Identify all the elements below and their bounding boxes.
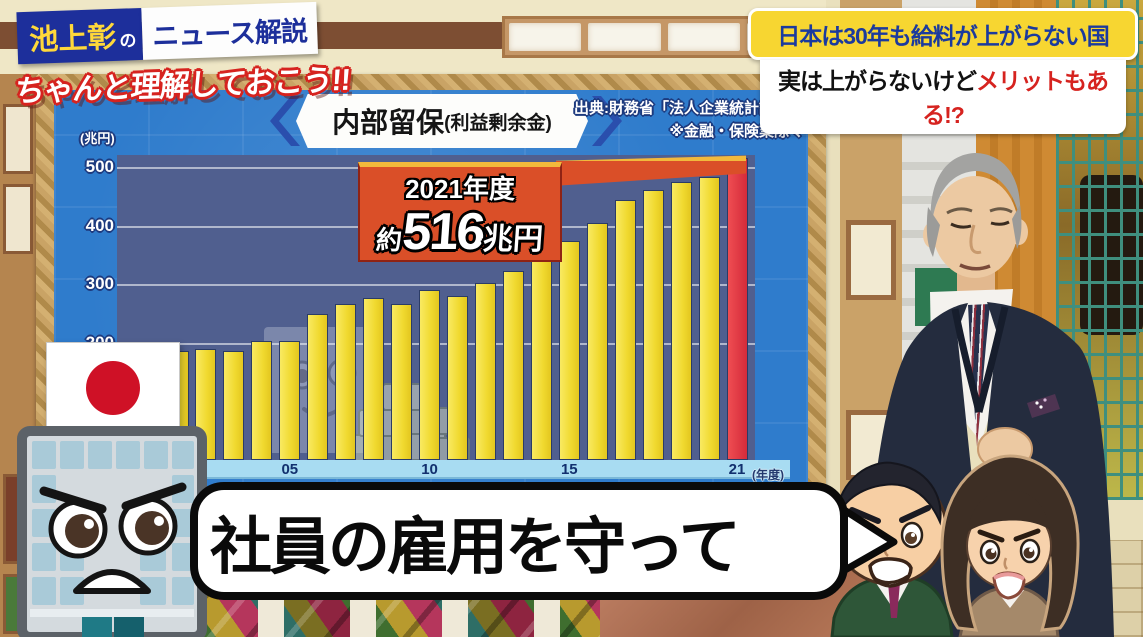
bar-2015 xyxy=(558,241,580,460)
program-banner: 池上彰 の ニュース解説 ちゃんと理解しておこう!! xyxy=(14,0,379,110)
topic-banner: 日本は30年も給料が上がらない国 実は上がらないけどメリットもある!? xyxy=(748,8,1138,134)
topic-line-2-red: メリットもある!? xyxy=(922,68,1109,128)
x-axis-band xyxy=(117,460,790,479)
callout-value: 約516兆円 xyxy=(358,202,562,262)
bar-2010 xyxy=(419,289,441,460)
y-axis-unit-label: (兆円) xyxy=(80,131,115,146)
flag-sun-circle xyxy=(86,361,140,415)
topic-line-2: 実は上がらないけどメリットもある!? xyxy=(760,60,1126,134)
bar-2011 xyxy=(447,296,468,460)
japan-flag-icon xyxy=(46,342,180,434)
mascot-face xyxy=(39,482,187,594)
callout-approx: 約 xyxy=(375,225,404,255)
x-axis-unit-label: (年度) xyxy=(752,468,784,482)
callout-unit: 兆円 xyxy=(481,223,545,256)
bar-2009 xyxy=(391,304,413,460)
wall-panel xyxy=(667,23,740,51)
speech-bubble-text: 社員の雇用を守って xyxy=(210,513,741,582)
speech-bubble: 社員の雇用を守って xyxy=(190,482,848,600)
x-tick-21: 21 xyxy=(728,461,746,478)
program-title-right: ニュース解説 xyxy=(141,1,318,60)
program-title-particle: の xyxy=(119,31,137,51)
y-tick-400: 400 xyxy=(85,215,114,235)
window-pane xyxy=(3,184,33,254)
chart-title: 内部留保 (利益剰余金) xyxy=(296,94,588,148)
program-title-left: 池上彰 の xyxy=(16,7,144,65)
x-tick-10: 10 xyxy=(421,461,438,478)
highlight-callout: 2021年度 約516兆円 xyxy=(358,162,562,262)
x-tick-15: 15 xyxy=(560,461,578,478)
angry-woman-character-icon xyxy=(940,454,1080,637)
bar-2004 xyxy=(251,340,273,460)
gridline-300 xyxy=(117,284,755,287)
topic-line-2-black: 実は上がらないけど xyxy=(778,68,977,94)
bar-2020 xyxy=(698,176,720,460)
bar-2019 xyxy=(670,181,692,460)
bar-2018 xyxy=(642,190,664,460)
callout-year: 2021年度 xyxy=(405,174,515,204)
wall-panel xyxy=(509,23,582,51)
angry-man-character-icon xyxy=(830,461,954,637)
angry-building-mascot-icon xyxy=(17,426,207,637)
bar-2016 xyxy=(586,222,608,460)
y-tick-300: 300 xyxy=(85,274,114,294)
bar-2012 xyxy=(474,283,496,460)
callout-number: 516 xyxy=(400,203,486,261)
y-tick-500: 500 xyxy=(85,157,114,177)
window-pane xyxy=(846,220,896,300)
bar-2014 xyxy=(530,255,552,460)
bar-2005 xyxy=(279,341,301,460)
bar-2006 xyxy=(307,313,329,460)
chart-title-sub: (利益剰余金) xyxy=(444,112,552,134)
topic-line-1: 日本は30年も給料が上がらない国 xyxy=(748,8,1138,60)
wall-panel xyxy=(588,23,661,51)
source-line-1: 出典:財務省「法人企業統計調査」 xyxy=(574,100,804,117)
x-tick-05: 05 xyxy=(281,461,299,478)
chart-title-main: 内部留保 xyxy=(332,107,445,138)
bar-2007 xyxy=(335,304,357,460)
bar-2008 xyxy=(363,297,385,460)
program-title-main: 池上彰 xyxy=(28,21,117,57)
window-pane xyxy=(3,104,33,174)
bar-2017 xyxy=(614,200,636,460)
bar-2021 xyxy=(726,157,748,460)
bar-2013 xyxy=(502,270,524,460)
bar-2003 xyxy=(223,350,245,460)
